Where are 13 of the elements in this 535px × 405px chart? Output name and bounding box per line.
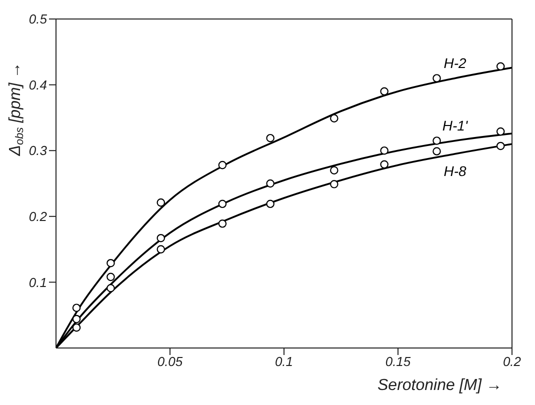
y-tick-label: 0.3 xyxy=(28,143,48,158)
series-label: H-1' xyxy=(442,118,469,134)
x-tick-label: 0.2 xyxy=(502,354,522,370)
series-label: H-2 xyxy=(444,55,466,72)
y-tick-label: 0.4 xyxy=(28,77,47,92)
x-axis-title: Serotonine [M] → xyxy=(378,377,502,394)
series-label: H-8 xyxy=(444,162,466,179)
x-tick-label: 0.05 xyxy=(157,354,184,370)
y-tick-label: 0.1 xyxy=(28,274,47,290)
x-tick-label: 0.15 xyxy=(385,354,412,370)
x-tick-label: 0.1 xyxy=(274,354,294,370)
y-tick-label: 0.5 xyxy=(28,12,48,27)
y-tick-label: 0.2 xyxy=(28,209,48,224)
